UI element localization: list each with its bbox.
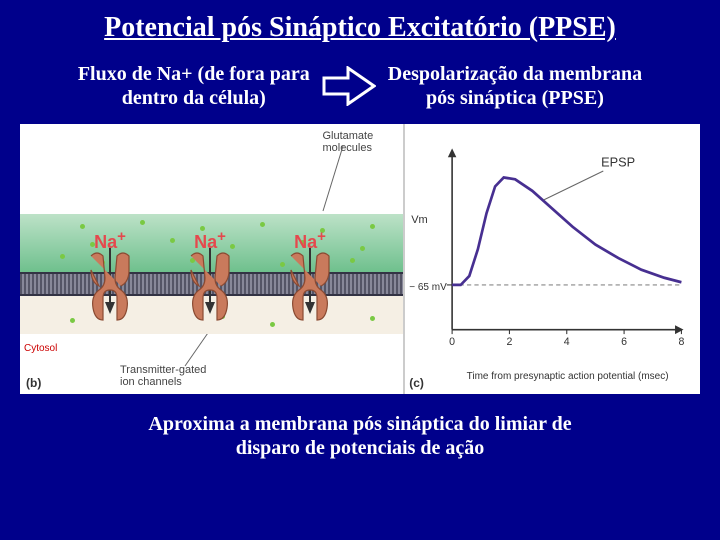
ion-channel: Na+ [187, 214, 233, 334]
glutamate-dot [360, 246, 365, 251]
glutamate-dot [370, 316, 375, 321]
glutamate-dot [280, 262, 285, 267]
channel-shape [187, 250, 233, 322]
bottom-text: Aproxima a membrana pós sináptica do lim… [20, 412, 700, 460]
arrow-icon [322, 66, 376, 106]
flow-left: Fluxo de Na+ (de fora para dentro da cél… [78, 62, 310, 110]
svg-text:8: 8 [679, 336, 685, 348]
glutamate-dot [140, 220, 145, 225]
membrane-zone: Na+ Na+ Na+ [20, 214, 403, 334]
flow-right: Despolarização da membrana pós sináptica… [388, 62, 642, 110]
panel-b: Glutamate molecules Synaptic cleft Cytos… [20, 124, 405, 394]
svg-text:6: 6 [621, 336, 627, 348]
ion-channel: Na+ [87, 214, 133, 334]
flow-right-line1: Despolarização da membrana [388, 63, 642, 85]
epsp-chart: 0 2 4 6 8 EPSP [433, 144, 688, 354]
svg-text:0: 0 [449, 336, 455, 348]
ion-channel: Na+ [287, 214, 333, 334]
svg-text:EPSP: EPSP [601, 154, 635, 169]
diagram-area: Glutamate molecules Synaptic cleft Cytos… [20, 124, 700, 394]
glutamate-dot [270, 322, 275, 327]
flow-row: Fluxo de Na+ (de fora para dentro da cél… [20, 62, 700, 110]
transmitter-pointer [155, 328, 215, 368]
cytosol-label: Cytosol [24, 343, 57, 354]
x-axis-label: Time from presynaptic action potential (… [445, 371, 690, 382]
glutamate-dot [80, 224, 85, 229]
glutamate-dot [350, 258, 355, 263]
slide-title: Potencial pós Sináptico Excitatório (PPS… [20, 12, 700, 44]
glutamate-dot [60, 254, 65, 259]
flow-left-line2: dentro da célula) [122, 87, 266, 109]
glutamate-pointer [318, 146, 348, 216]
svg-text:4: 4 [564, 336, 570, 348]
panel-b-marker: (b) [26, 376, 41, 390]
bottom-line1: Aproxima a membrana pós sináptica do lim… [148, 413, 571, 435]
slide: Potencial pós Sináptico Excitatório (PPS… [0, 0, 720, 540]
flow-right-line2: pós sináptica (PPSE) [426, 87, 604, 109]
channel-shape [87, 250, 133, 322]
flow-left-line1: Fluxo de Na+ (de fora para [78, 63, 310, 85]
glutamate-dot [370, 224, 375, 229]
glutamate-dot [70, 318, 75, 323]
glutamate-dot [170, 238, 175, 243]
panel-c: (c) Vm Time from presynaptic action pote… [405, 124, 700, 394]
bottom-line2: disparo de potenciais de ação [236, 437, 485, 459]
y-axis-label: Vm [411, 214, 428, 226]
svg-text:2: 2 [507, 336, 513, 348]
channel-shape [287, 250, 333, 322]
glutamate-dot [260, 222, 265, 227]
panel-c-marker: (c) [409, 376, 424, 390]
